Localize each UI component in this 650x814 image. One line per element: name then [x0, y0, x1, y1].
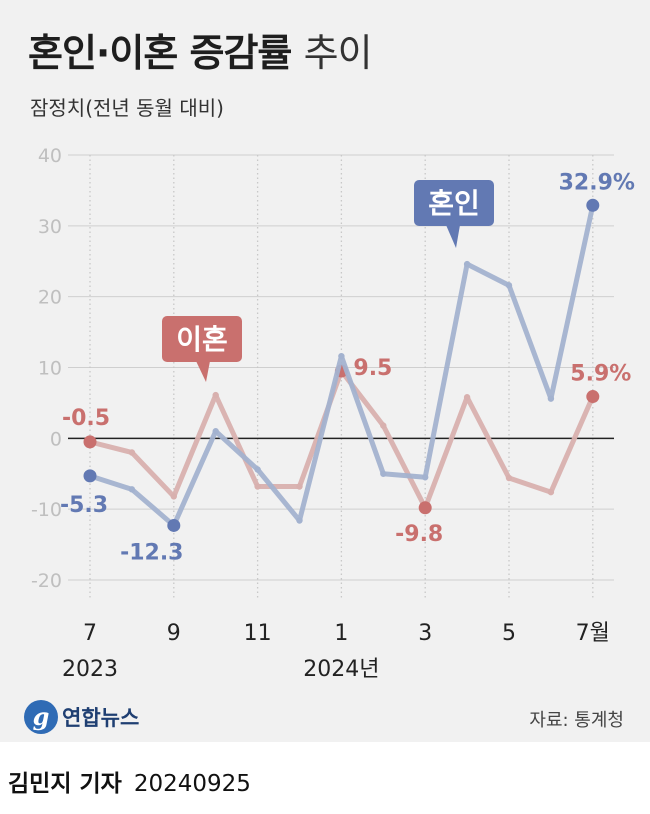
y-tick-label: 30 [38, 216, 62, 238]
data-point [463, 260, 471, 268]
yonhap-logo-icon: g [24, 700, 58, 734]
y-tick-label: -20 [31, 570, 62, 592]
data-label: -5.3 [60, 493, 108, 518]
data-point [296, 517, 303, 524]
data-point [547, 395, 555, 402]
callout-pointer [196, 361, 210, 382]
chart-title: 혼인·이혼 증감률 추이 [28, 22, 373, 77]
byline: 김민지 기자 20240925 [8, 764, 251, 798]
data-point [547, 488, 555, 496]
x-tick-label: 5 [502, 621, 516, 646]
y-tick-label: -10 [31, 499, 62, 521]
callout-label: 혼인 [428, 187, 480, 220]
data-point [380, 422, 387, 429]
data-point [505, 282, 513, 289]
chart-subtitle: 잠정치(전년 동월 대비) [30, 96, 224, 120]
series-line-marriage [87, 202, 596, 528]
data-point [418, 501, 432, 515]
x-tick-label: 3 [418, 621, 432, 646]
data-point [254, 483, 261, 490]
chart-card: 혼인·이혼 증감률 추이 잠정치(전년 동월 대비) 40 30 20 10 -10 -2… [0, 0, 650, 742]
data-point [170, 493, 177, 500]
callout-label: 이혼 [176, 323, 228, 356]
data-point [212, 391, 219, 399]
publisher-logo: g 연합뉴스 [24, 700, 139, 734]
data-point [83, 435, 97, 449]
line-chart: 40 30 20 10 -10 -20 0 -5.3 -12.3 32.9% -0.5 9.5 -9.8… [31, 145, 635, 682]
data-label: 9.5 [353, 356, 392, 381]
data-point [586, 198, 600, 212]
data-label: -9.8 [395, 522, 443, 547]
year-label: 2023 [62, 657, 118, 682]
y-tick-label: 0 [50, 428, 62, 450]
data-point [380, 470, 387, 477]
data-point [83, 469, 97, 483]
data-point [505, 474, 513, 482]
data-point [463, 394, 471, 401]
x-tick-label: 7월 [576, 621, 610, 646]
x-tick-label: 1 [334, 621, 348, 646]
data-point [254, 466, 261, 473]
byline-date: 20240925 [133, 771, 251, 797]
x-tick-label: 7 [83, 621, 97, 646]
year-label: 2024년 [303, 657, 379, 682]
data-point [586, 390, 600, 404]
y-tick-label: 10 [38, 358, 62, 380]
logo-text: 연합뉴스 [62, 706, 140, 730]
data-point [338, 352, 345, 360]
data-point [296, 483, 303, 490]
chart-title-light: 추이 [303, 31, 373, 75]
data-point [128, 449, 136, 456]
data-label: 32.9% [559, 170, 635, 195]
callout-box [162, 316, 242, 362]
data-label: 5.9% [570, 362, 631, 387]
x-tick-label: 11 [244, 621, 272, 646]
data-label: -0.5 [62, 406, 110, 431]
data-point [212, 428, 219, 435]
byline-reporter: 김민지 기자 [8, 771, 122, 797]
y-tick-label: 40 [38, 145, 62, 167]
callout-pointer [446, 225, 460, 248]
source-note: 자료: 통계청 [529, 710, 624, 731]
y-tick-label: 20 [38, 287, 62, 309]
data-label: -12.3 [120, 540, 183, 565]
chart-title-bold: 혼인·이혼 증감률 [28, 31, 292, 75]
callout-box [414, 180, 494, 226]
x-tick-label: 9 [167, 621, 181, 646]
data-point [128, 486, 136, 493]
data-point [422, 474, 429, 481]
data-point [167, 518, 181, 532]
